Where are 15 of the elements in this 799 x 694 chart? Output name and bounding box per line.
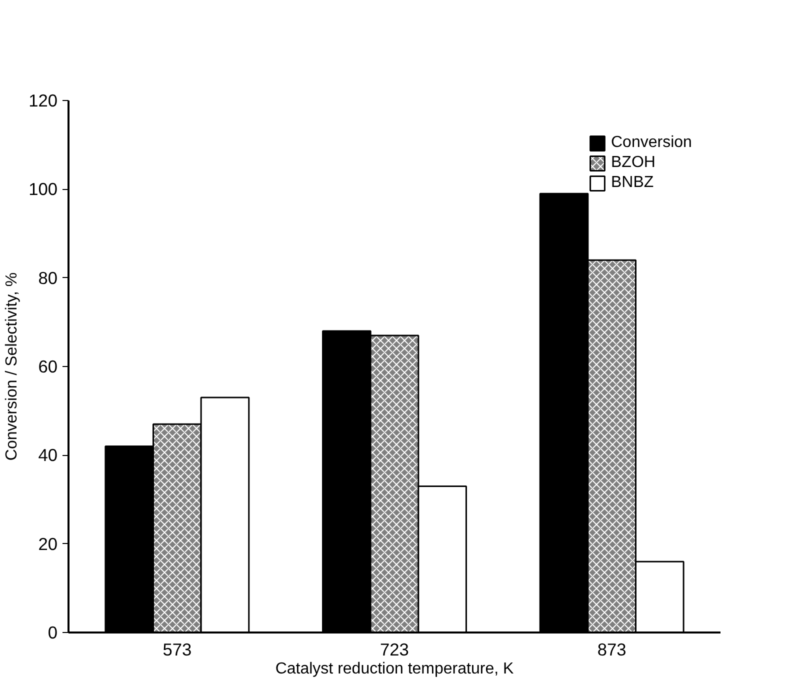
- legend-label: BZOH: [611, 154, 656, 172]
- y-tick-label: 0: [48, 622, 58, 642]
- y-tick-label: 120: [28, 90, 58, 110]
- y-axis-title: Conversion / Selectivity, %: [4, 272, 21, 461]
- x-tick-label: 723: [380, 640, 409, 660]
- y-tick-label: 60: [38, 356, 58, 376]
- y-tick-label: 20: [38, 534, 58, 554]
- legend-label: Conversion: [611, 134, 692, 152]
- y-tick-label: 40: [38, 445, 58, 466]
- y-tick-label: 100: [28, 179, 58, 200]
- legend-label: BNBZ: [611, 174, 654, 192]
- x-tick-label: 873: [597, 640, 626, 660]
- x-tick-label: 573: [162, 640, 192, 660]
- y-tick-label: 80: [38, 268, 58, 288]
- x-axis-title: Catalyst reduction temperature, K: [275, 660, 514, 678]
